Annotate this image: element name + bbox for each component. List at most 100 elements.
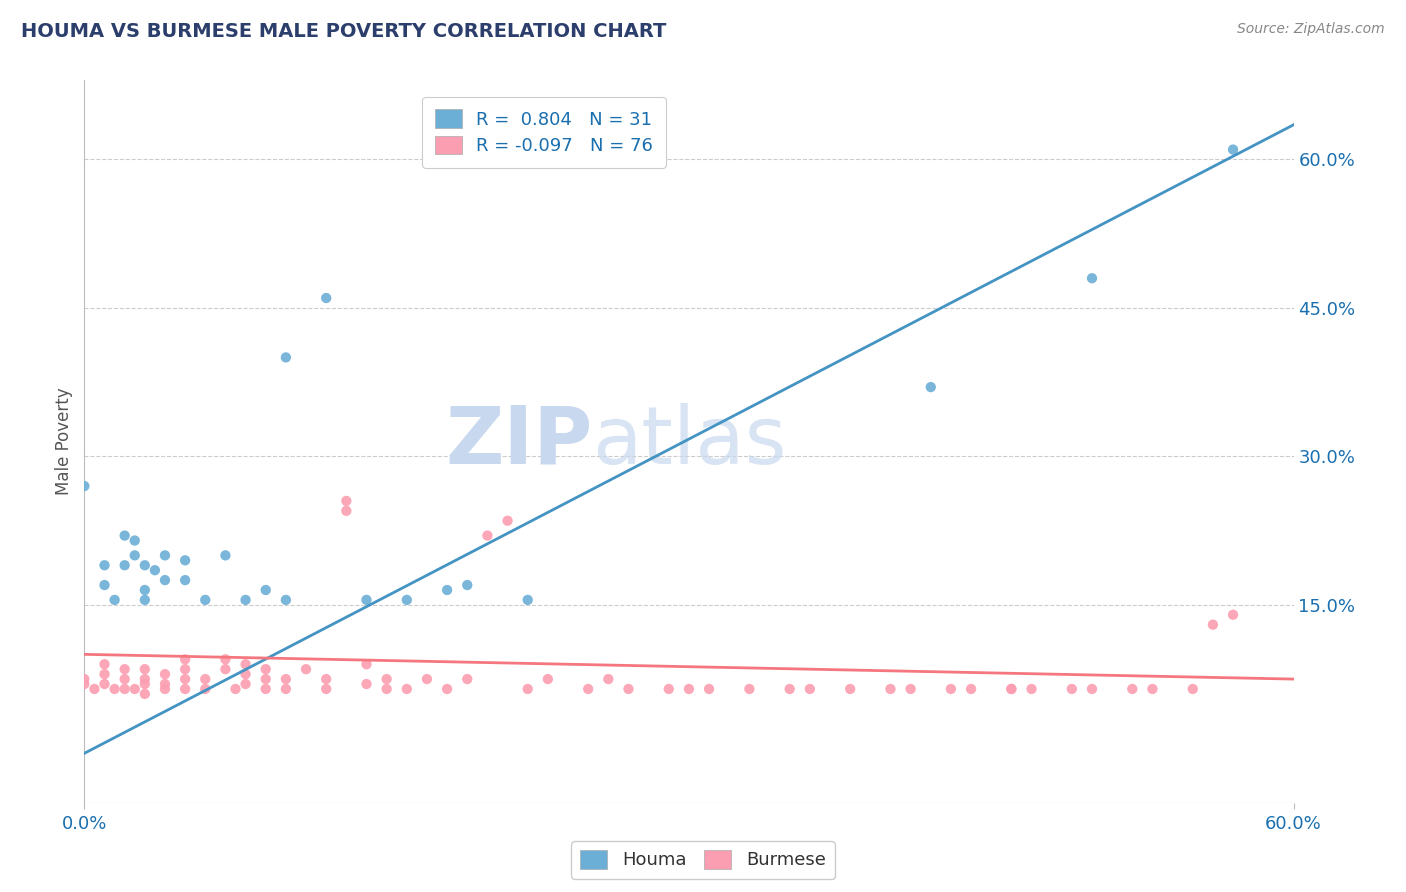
Point: [174, 553, 197, 567]
Point: [1142, 681, 1164, 696]
Legend: Houma, Burmese: Houma, Burmese: [571, 841, 835, 879]
Point: [174, 681, 197, 696]
Point: [235, 667, 257, 681]
Point: [537, 672, 560, 686]
Point: [1222, 143, 1244, 157]
Point: [93, 667, 115, 681]
Point: [235, 657, 257, 672]
Point: [83, 681, 105, 696]
Point: [254, 672, 277, 686]
Point: [274, 681, 297, 696]
Point: [416, 672, 439, 686]
Point: [799, 681, 821, 696]
Point: [73, 677, 96, 691]
Point: [1181, 681, 1204, 696]
Point: [456, 578, 478, 592]
Point: [174, 672, 197, 686]
Point: [1060, 681, 1083, 696]
Point: [114, 681, 136, 696]
Point: [153, 681, 176, 696]
Point: [920, 380, 942, 394]
Point: [879, 681, 901, 696]
Point: [1121, 681, 1143, 696]
Point: [576, 681, 599, 696]
Point: [335, 494, 357, 508]
Point: [104, 593, 127, 607]
Point: [153, 573, 176, 587]
Point: [1000, 681, 1022, 696]
Point: [356, 593, 378, 607]
Point: [496, 514, 519, 528]
Point: [1081, 681, 1104, 696]
Point: [315, 681, 337, 696]
Point: [73, 672, 96, 686]
Point: [295, 662, 318, 676]
Point: [93, 657, 115, 672]
Point: [356, 677, 378, 691]
Y-axis label: Male Poverty: Male Poverty: [55, 388, 73, 495]
Point: [395, 593, 418, 607]
Point: [134, 677, 156, 691]
Point: [235, 593, 257, 607]
Point: [254, 681, 277, 696]
Point: [214, 652, 236, 666]
Point: [194, 672, 217, 686]
Point: [335, 504, 357, 518]
Point: [254, 582, 277, 597]
Point: [274, 351, 297, 365]
Point: [960, 681, 983, 696]
Point: [900, 681, 922, 696]
Point: [225, 681, 247, 696]
Point: [93, 677, 115, 691]
Point: [114, 662, 136, 676]
Point: [839, 681, 862, 696]
Point: [174, 662, 197, 676]
Text: Source: ZipAtlas.com: Source: ZipAtlas.com: [1237, 22, 1385, 37]
Point: [516, 593, 538, 607]
Point: [134, 593, 156, 607]
Point: [274, 593, 297, 607]
Point: [1000, 681, 1022, 696]
Point: [356, 657, 378, 672]
Point: [134, 582, 156, 597]
Text: ZIP: ZIP: [444, 402, 592, 481]
Point: [114, 528, 136, 542]
Point: [73, 479, 96, 493]
Text: atlas: atlas: [592, 402, 786, 481]
Point: [477, 528, 499, 542]
Point: [174, 652, 197, 666]
Point: [436, 681, 458, 696]
Point: [214, 549, 236, 563]
Point: [134, 558, 156, 573]
Point: [1202, 617, 1225, 632]
Point: [1222, 607, 1244, 622]
Point: [93, 578, 115, 592]
Point: [114, 672, 136, 686]
Point: [939, 681, 962, 696]
Point: [456, 672, 478, 686]
Point: [174, 573, 197, 587]
Point: [697, 681, 720, 696]
Point: [104, 681, 127, 696]
Legend: R =  0.804   N = 31, R = -0.097   N = 76: R = 0.804 N = 31, R = -0.097 N = 76: [422, 96, 665, 168]
Point: [1021, 681, 1043, 696]
Point: [436, 582, 458, 597]
Point: [124, 533, 146, 548]
Point: [658, 681, 681, 696]
Point: [315, 672, 337, 686]
Point: [678, 681, 700, 696]
Point: [194, 681, 217, 696]
Point: [779, 681, 801, 696]
Point: [114, 558, 136, 573]
Point: [274, 672, 297, 686]
Point: [153, 677, 176, 691]
Point: [93, 558, 115, 573]
Point: [134, 672, 156, 686]
Point: [134, 662, 156, 676]
Point: [153, 549, 176, 563]
Point: [153, 667, 176, 681]
Point: [143, 563, 166, 577]
Point: [598, 672, 620, 686]
Point: [134, 687, 156, 701]
Point: [395, 681, 418, 696]
